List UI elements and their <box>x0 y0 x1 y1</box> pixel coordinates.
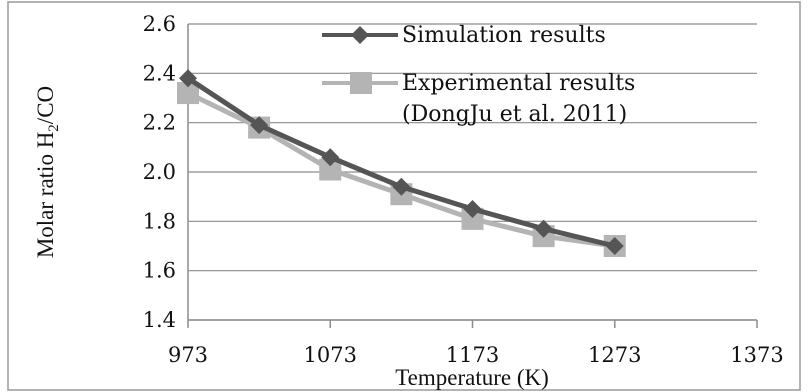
y-tick-label: 2.6 <box>143 12 176 36</box>
point-simulation <box>534 219 553 238</box>
x-axis-title: Temperature (K) <box>395 365 549 390</box>
point-simulation <box>250 116 269 135</box>
x-tick-label: 973 <box>168 343 208 367</box>
y-axis-title-subscript: 2 <box>46 124 62 132</box>
y-tick-label: 2.4 <box>143 61 176 85</box>
axes: 1.4 1.6 1.8 2.0 2.2 2.4 2.6 973 1073 1173 1273 1373 <box>143 12 784 367</box>
x-tick-label: 1073 <box>304 343 357 367</box>
point-simulation <box>463 200 482 218</box>
y-tick-label: 2.0 <box>143 160 176 184</box>
legend-label-experimental: Experimental results <box>402 71 635 96</box>
point-experimental <box>461 207 484 230</box>
point-experimental <box>177 82 199 105</box>
y-axis-title-suffix: /CO <box>33 86 58 124</box>
x-tick-label: 1373 <box>730 343 783 367</box>
point-simulation <box>392 177 411 196</box>
y-tick-label: 1.4 <box>143 308 176 332</box>
point-simulation <box>605 237 624 255</box>
legend-label-experimental-citation: (DongJu et al. 2011) <box>402 102 627 127</box>
y-axis-title-group: Molar ratio H2/CO <box>33 86 62 258</box>
y-tick-label: 2.2 <box>143 111 176 135</box>
x-tick-label: 1173 <box>446 343 499 367</box>
x-tick-label: 1273 <box>588 343 641 367</box>
y-axis-title: Molar ratio H2/CO <box>33 86 62 258</box>
point-experimental <box>319 158 342 181</box>
legend-label-simulation: Simulation results <box>402 23 606 48</box>
point-simulation <box>179 69 197 88</box>
y-tick-label: 1.6 <box>143 259 176 283</box>
legend-marker-experimental <box>350 72 372 94</box>
point-simulation <box>321 148 340 167</box>
y-axis-title-main: Molar ratio H <box>33 132 58 258</box>
legend-entry-simulation: Simulation results <box>322 23 606 48</box>
series-layer <box>177 69 626 257</box>
legend-marker-simulation <box>351 26 369 44</box>
legend-entry-experimental: Experimental results (DongJu et al. 2011… <box>322 71 635 127</box>
legend: Simulation results Experimental results … <box>322 23 635 127</box>
y-tick-label: 1.8 <box>143 209 176 233</box>
